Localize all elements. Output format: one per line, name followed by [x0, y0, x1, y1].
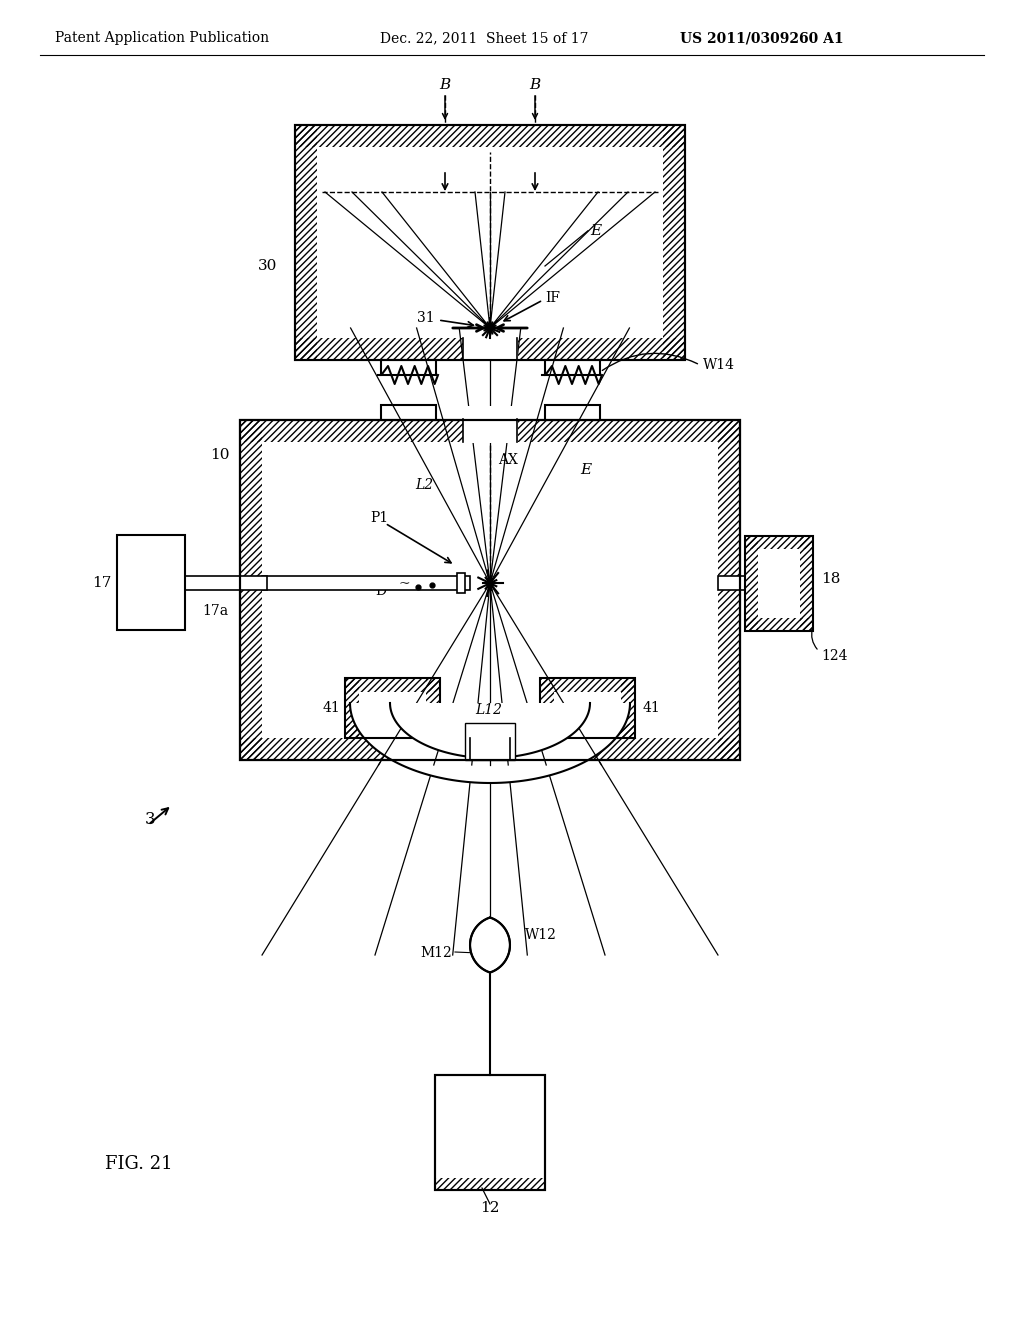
Text: IF: IF	[545, 290, 560, 305]
Bar	[295, 125, 685, 360]
Text: ~: ~	[398, 577, 410, 591]
Bar	[435, 1074, 545, 1191]
Bar	[295, 125, 685, 360]
Bar	[545, 405, 600, 420]
Bar	[240, 420, 740, 760]
Bar	[185, 577, 267, 590]
Bar	[745, 536, 813, 549]
Text: E: E	[590, 224, 601, 238]
Bar	[540, 678, 635, 692]
Text: D: D	[375, 585, 386, 598]
Text: 41: 41	[643, 701, 660, 715]
Bar	[800, 536, 813, 631]
Bar	[540, 723, 635, 738]
Bar	[345, 723, 440, 738]
Bar	[463, 407, 518, 444]
Text: M12: M12	[420, 946, 452, 960]
Bar	[621, 678, 635, 738]
Bar	[540, 678, 635, 738]
Bar	[240, 420, 740, 760]
Bar	[457, 573, 465, 593]
Bar	[345, 678, 440, 738]
Bar	[745, 536, 813, 631]
Text: W14: W14	[703, 358, 735, 372]
Bar	[540, 678, 554, 738]
Text: 31: 31	[418, 312, 435, 325]
Text: 41: 41	[323, 701, 340, 715]
Text: L12: L12	[475, 704, 502, 717]
Bar	[381, 360, 436, 375]
Bar	[745, 536, 813, 631]
Bar	[240, 420, 740, 760]
Bar	[540, 678, 635, 738]
Text: AX: AX	[498, 453, 518, 467]
Bar	[718, 420, 740, 760]
Text: B: B	[529, 78, 541, 92]
Bar	[345, 678, 440, 692]
Text: 17a: 17a	[202, 605, 228, 618]
Bar	[345, 678, 359, 738]
Text: B: B	[439, 78, 451, 92]
Text: L2: L2	[415, 478, 433, 492]
Bar	[545, 360, 600, 375]
Text: 3: 3	[144, 812, 156, 829]
Bar	[468, 731, 512, 762]
Text: FIG. 21: FIG. 21	[105, 1155, 173, 1173]
Bar	[295, 338, 685, 360]
Bar	[435, 1074, 545, 1191]
Text: Dec. 22, 2011  Sheet 15 of 17: Dec. 22, 2011 Sheet 15 of 17	[380, 30, 589, 45]
Text: US 2011/0309260 A1: US 2011/0309260 A1	[680, 30, 844, 45]
Text: 12: 12	[480, 1201, 500, 1214]
Bar	[295, 125, 685, 147]
Bar	[295, 125, 317, 360]
Bar	[345, 678, 440, 738]
Bar	[426, 678, 440, 738]
Bar	[117, 535, 185, 630]
Bar	[463, 337, 518, 360]
Bar	[745, 618, 813, 631]
Bar	[470, 737, 510, 762]
Bar	[381, 405, 436, 420]
Bar	[240, 738, 740, 760]
Bar	[295, 125, 685, 360]
Bar	[240, 420, 740, 760]
Text: 10: 10	[211, 447, 230, 462]
Text: E: E	[580, 463, 591, 477]
Text: 30: 30	[258, 259, 278, 273]
Bar	[718, 577, 745, 590]
Text: ℓL12: ℓL12	[475, 704, 510, 717]
Text: P1: P1	[370, 511, 388, 525]
Bar	[435, 1177, 545, 1191]
Text: Patent Application Publication: Patent Application Publication	[55, 30, 269, 45]
Text: 124: 124	[821, 649, 848, 663]
Bar	[663, 125, 685, 360]
Bar	[262, 577, 470, 590]
Text: W12: W12	[525, 928, 557, 942]
Bar	[465, 723, 515, 760]
Bar	[240, 420, 262, 760]
Bar	[240, 420, 740, 442]
Polygon shape	[470, 917, 510, 973]
Bar	[745, 536, 758, 631]
Text: 18: 18	[821, 572, 841, 586]
Text: 17: 17	[92, 577, 112, 590]
